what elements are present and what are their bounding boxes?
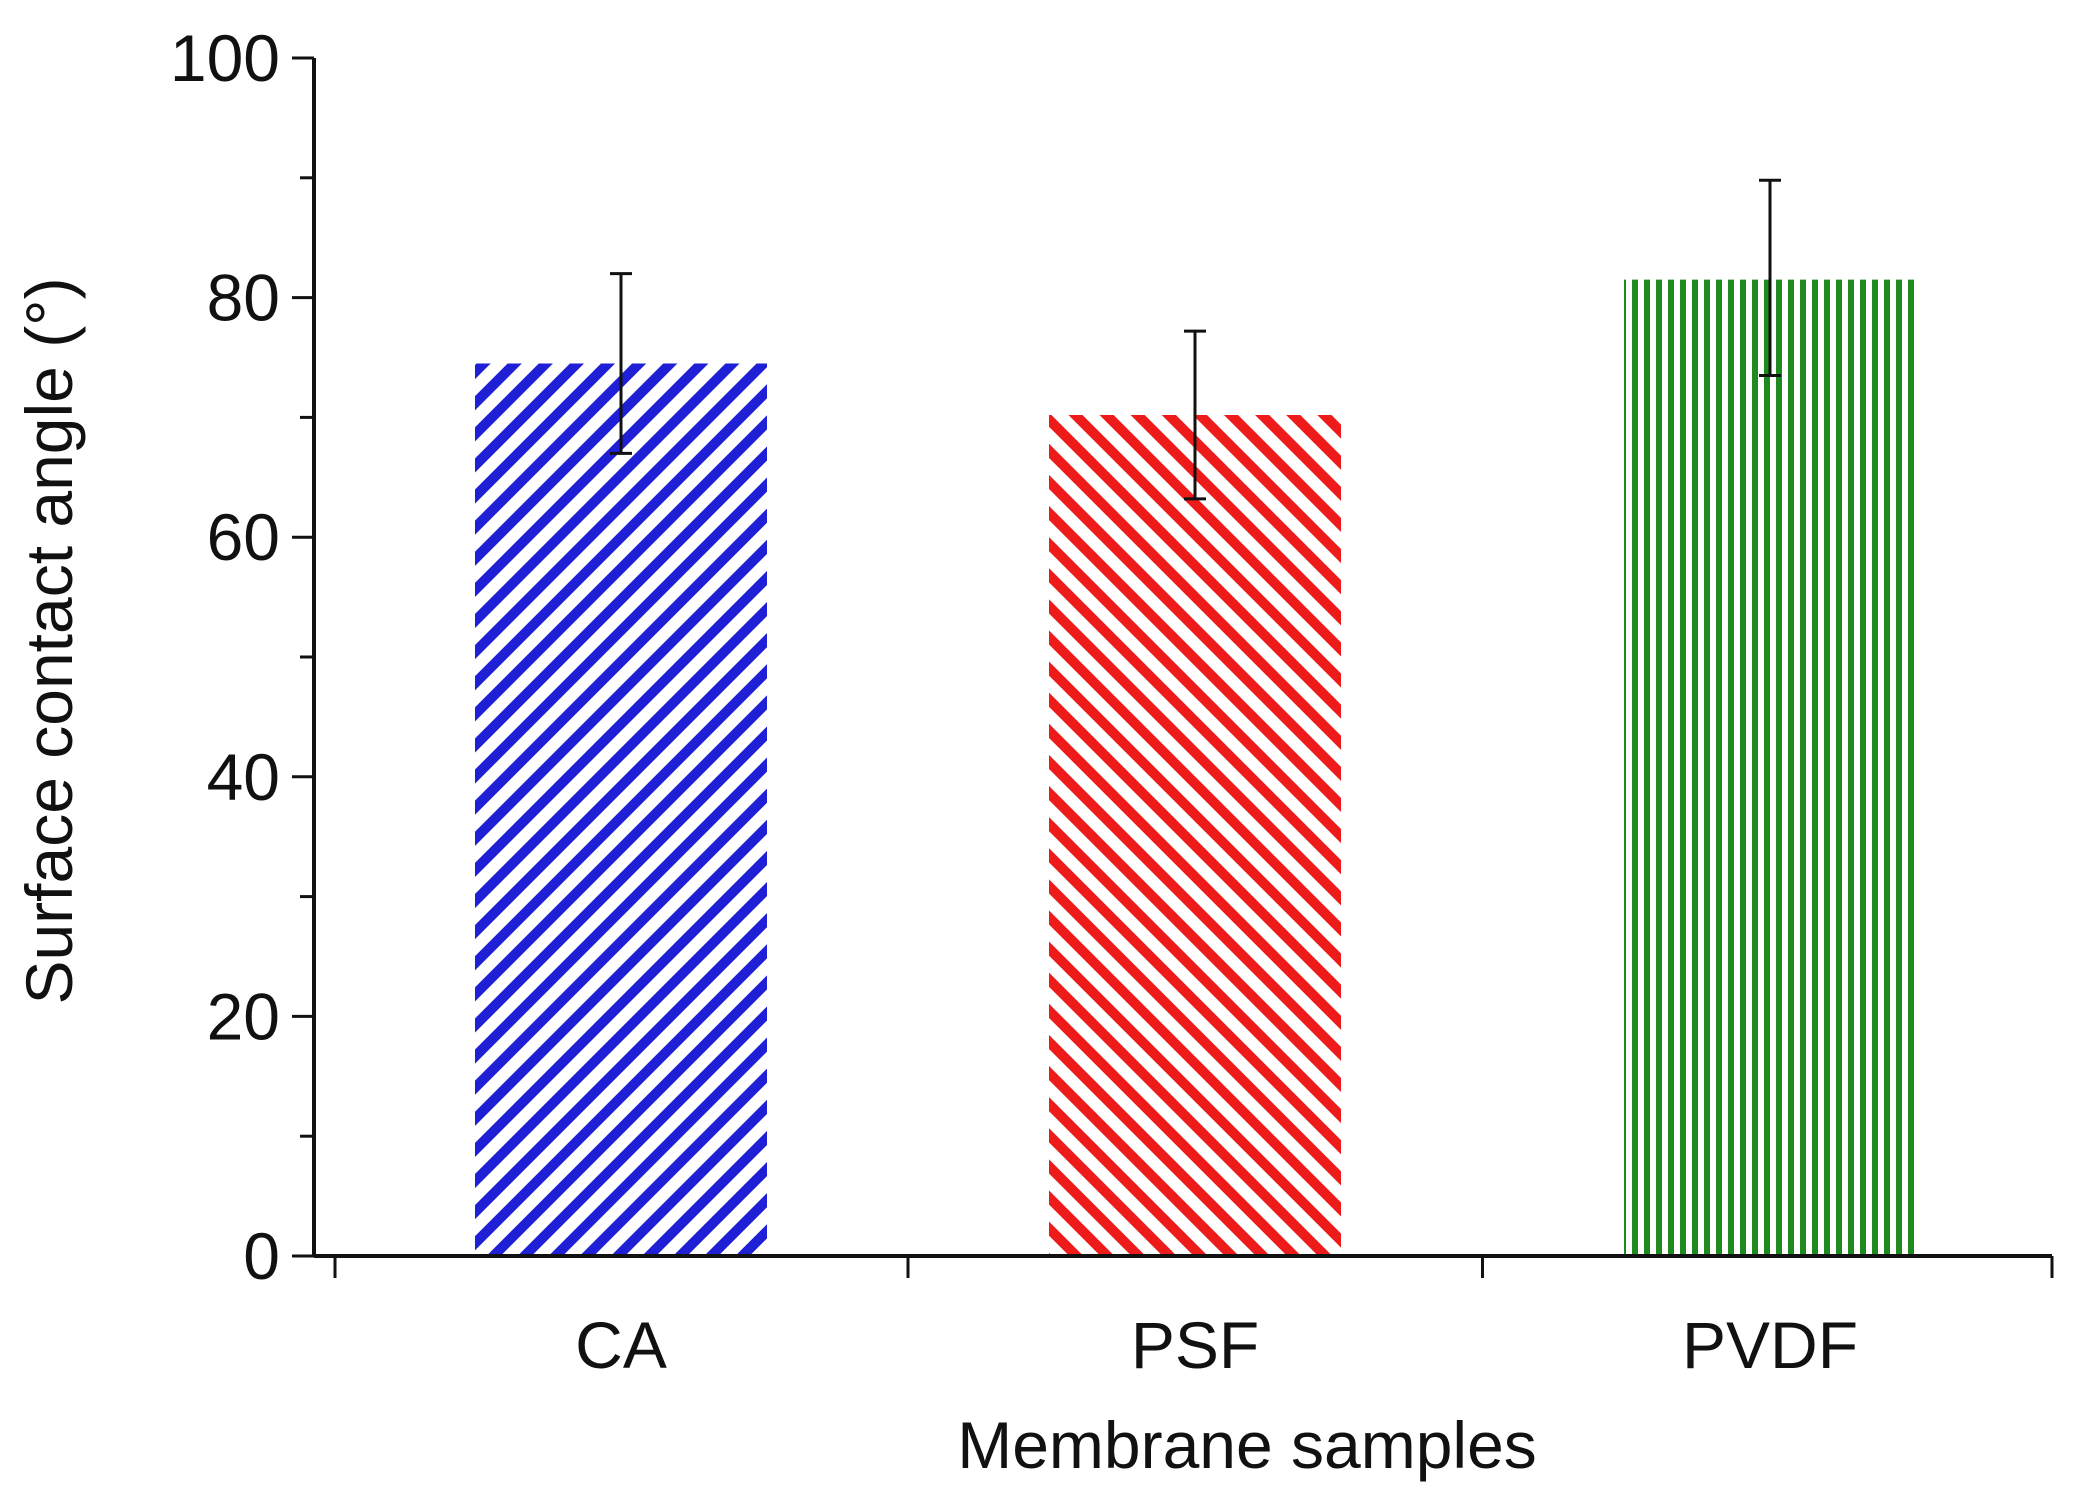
y-tick-label: 60 xyxy=(207,500,280,574)
x-ticks-group: CA PSF PVDF xyxy=(333,1256,2054,1382)
y-ticks-group: 0 20 40 60 80 100 xyxy=(170,21,314,1293)
bar-psf xyxy=(1049,415,1341,1256)
bar-ca xyxy=(475,363,767,1256)
bars-group xyxy=(475,279,1916,1256)
x-category-label: PVDF xyxy=(1682,1308,1858,1382)
y-tick-label: 80 xyxy=(207,261,280,335)
y-tick-label: 40 xyxy=(207,740,280,814)
x-axis-title: Membrane samples xyxy=(957,1408,1537,1482)
y-tick-label: 100 xyxy=(170,21,280,95)
y-tick-label: 0 xyxy=(243,1219,280,1293)
x-category-label: CA xyxy=(575,1308,667,1382)
y-axis-title: Surface contact angle (°) xyxy=(12,277,86,1004)
bar-pvdf xyxy=(1624,279,1916,1256)
error-bars-group xyxy=(610,178,1781,501)
x-category-label: PSF xyxy=(1131,1308,1259,1382)
y-tick-label: 20 xyxy=(207,979,280,1053)
